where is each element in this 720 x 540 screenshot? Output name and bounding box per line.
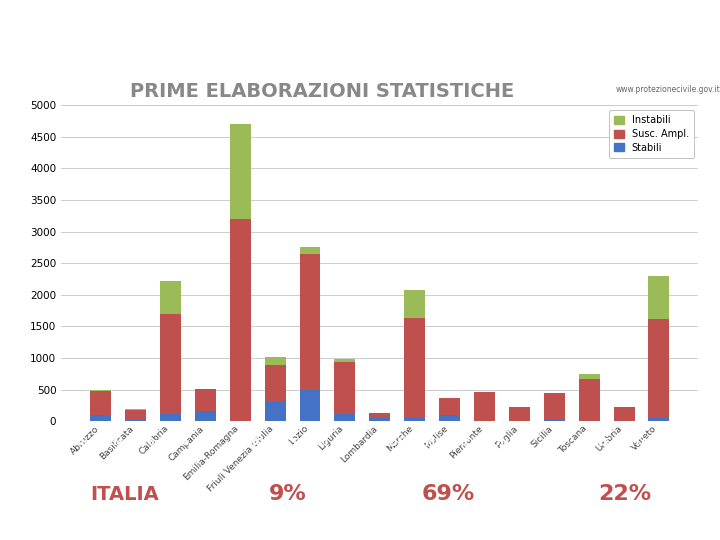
Text: ZONE AMPLIFICAZIONE: ZONE AMPLIFICAZIONE <box>381 438 516 448</box>
Text: 69%: 69% <box>422 484 474 504</box>
Bar <box>125 410 146 420</box>
Legend: Instabili, Susc. Ampl., Stabili: Instabili, Susc. Ampl., Stabili <box>609 110 693 158</box>
Bar <box>160 414 181 421</box>
Bar <box>439 415 460 421</box>
Bar <box>369 418 390 421</box>
Bar <box>195 411 216 421</box>
Bar <box>160 281 181 314</box>
Bar <box>439 399 460 415</box>
Bar <box>300 254 320 390</box>
Bar <box>90 390 111 391</box>
Text: ITALIA: ITALIA <box>90 484 158 504</box>
Bar <box>334 362 356 414</box>
Bar <box>474 392 495 421</box>
Bar <box>404 417 426 421</box>
Text: PRIME ELABORAZIONI STATISTICHE: PRIME ELABORAZIONI STATISTICHE <box>130 82 514 102</box>
Text: 22%: 22% <box>598 484 651 504</box>
Bar <box>649 276 670 319</box>
Bar <box>649 418 670 421</box>
Bar <box>300 247 320 254</box>
Bar <box>125 409 146 410</box>
Bar <box>265 402 286 421</box>
Text: Superfici (kmq) per tipo di zona omogenea  e per Regione (valori assoluti): Superfici (kmq) per tipo di zona omogene… <box>122 227 536 237</box>
Bar <box>230 219 251 421</box>
Bar <box>265 365 286 402</box>
Bar <box>579 374 600 379</box>
Text: % superficie microzonata: % superficie microzonata <box>60 438 189 447</box>
Bar <box>509 407 530 421</box>
Bar <box>369 413 390 418</box>
Bar <box>404 318 426 417</box>
Bar <box>544 418 564 421</box>
Text: ZONE INSTABILI: ZONE INSTABILI <box>578 438 671 448</box>
Bar <box>579 379 600 421</box>
Bar <box>160 314 181 414</box>
Bar <box>300 390 320 421</box>
Bar <box>90 415 111 421</box>
Bar <box>613 407 634 421</box>
Bar <box>544 394 564 418</box>
Bar <box>195 389 216 411</box>
Text: 9%: 9% <box>269 484 307 504</box>
Text: www.protezionecivile.gov.it: www.protezionecivile.gov.it <box>616 85 720 94</box>
Bar <box>125 420 146 421</box>
Bar <box>265 357 286 365</box>
Bar <box>334 359 356 362</box>
Text: ZONE STABILI: ZONE STABILI <box>248 438 328 448</box>
Bar <box>404 291 426 318</box>
Bar <box>90 391 111 415</box>
Bar <box>649 319 670 418</box>
Bar <box>230 124 251 219</box>
Polygon shape <box>0 0 130 105</box>
Bar <box>334 414 356 421</box>
